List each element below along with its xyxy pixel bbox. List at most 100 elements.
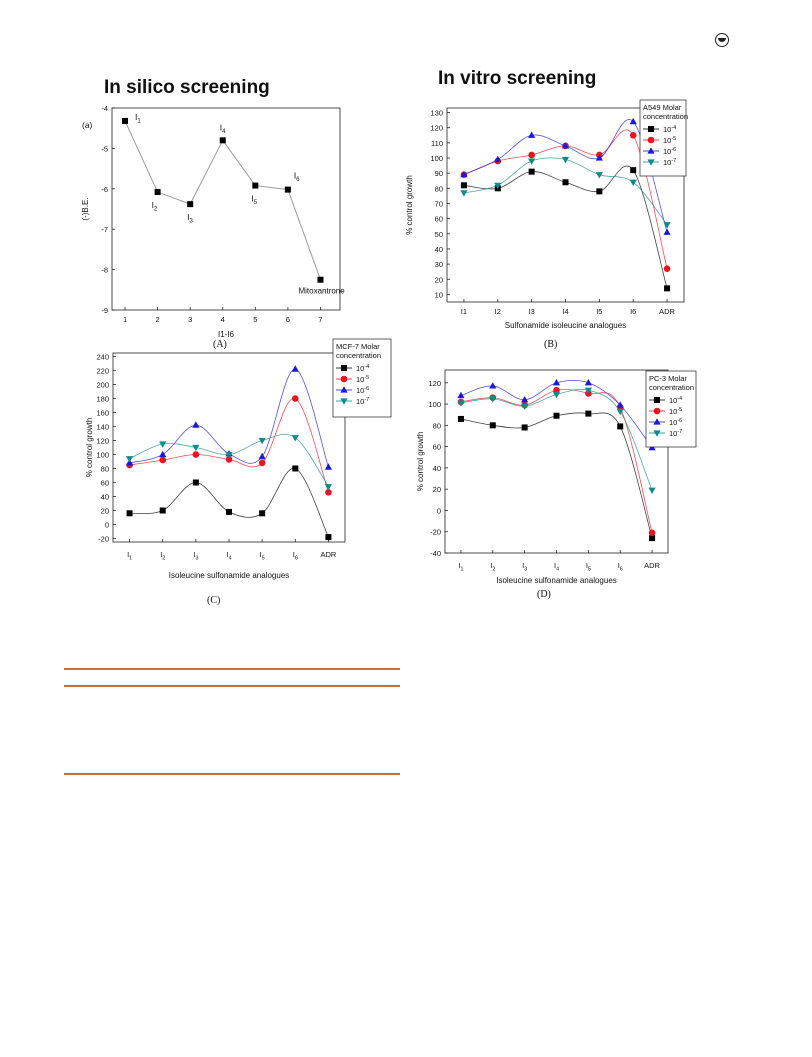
data-point-b xyxy=(528,151,535,159)
data-point-b xyxy=(663,222,671,229)
y-tick-label-c: 100 xyxy=(96,451,109,460)
data-point-c xyxy=(192,444,200,452)
y-tick-label-a: -9 xyxy=(101,306,108,315)
caption-d: (D) xyxy=(537,589,551,600)
data-point-c xyxy=(291,395,299,402)
data-point-d xyxy=(489,382,497,389)
y-tick-label-d: 20 xyxy=(433,485,441,494)
data-point-b xyxy=(494,155,502,163)
x-tick-label-b: I3 xyxy=(529,307,535,316)
y-tick-label-c: 200 xyxy=(96,381,109,390)
legend-swatch-marker-c xyxy=(340,386,348,393)
x-tick-label-c: I1 xyxy=(127,550,132,561)
point-label-a: I2 xyxy=(152,200,158,213)
series-line-c xyxy=(129,398,329,493)
y-axis-title-d: % control growth xyxy=(416,432,425,492)
legend-label-b: 10-7 xyxy=(663,158,676,167)
series-line-a xyxy=(124,120,321,280)
data-point-b xyxy=(460,182,467,189)
x-tick-label-d: I5 xyxy=(586,561,591,572)
data-point-d xyxy=(457,391,465,399)
data-point-d xyxy=(553,386,560,394)
data-point-d xyxy=(521,424,528,431)
legend-swatch-marker-b xyxy=(648,126,654,132)
y-tick-label-a: -6 xyxy=(101,185,108,194)
data-point-b xyxy=(528,131,536,138)
x-tick-label-a: 2 xyxy=(156,315,160,324)
data-point-b xyxy=(562,179,569,186)
data-point-c xyxy=(159,507,166,514)
data-point-c xyxy=(259,510,266,517)
data-point-c xyxy=(258,437,266,445)
data-point-b xyxy=(561,142,570,149)
y-tick-label-c: 240 xyxy=(96,353,109,362)
data-point-b xyxy=(663,228,671,235)
divider-rule xyxy=(64,685,400,687)
point-label-a: I3 xyxy=(187,212,193,225)
series-line-d xyxy=(460,412,653,539)
data-point-b xyxy=(595,172,603,179)
data-point-a xyxy=(154,189,161,196)
y-tick-label-b: 10 xyxy=(435,290,443,299)
x-tick-label-b: I4 xyxy=(562,307,568,316)
x-tick-label-c: I2 xyxy=(160,550,165,561)
data-point-c xyxy=(292,465,299,472)
caption-a: (A) xyxy=(213,339,227,350)
y-tick-label-b: 70 xyxy=(435,199,443,208)
y-tick-label-d: 100 xyxy=(428,400,441,409)
data-point-d xyxy=(553,412,560,419)
legend-title-b: A549 Molar xyxy=(643,103,682,112)
y-tick-label-a: -8 xyxy=(101,266,108,275)
legend-swatch-marker-c xyxy=(340,375,348,383)
x-tick-label-d: ADR xyxy=(644,561,660,570)
data-point-d xyxy=(585,410,592,417)
x-axis-title-d: Isoleucine sulfonamide analogues xyxy=(496,576,617,585)
data-point-d xyxy=(552,378,561,386)
y-tick-label-d: 0 xyxy=(437,506,441,515)
data-point-d xyxy=(521,395,529,403)
point-label-a: I6 xyxy=(294,171,300,184)
x-axis-title-a: I1-I6 xyxy=(218,330,235,339)
legend-swatch-marker-c xyxy=(341,365,347,371)
data-point-b xyxy=(460,170,468,178)
data-point-c xyxy=(258,459,266,467)
x-tick-label-c: I3 xyxy=(193,550,198,561)
y-axis-title-c: % control growth xyxy=(85,418,94,478)
y-tick-label-c: 220 xyxy=(96,367,109,376)
series-line-b xyxy=(463,157,668,225)
data-point-c xyxy=(225,456,233,463)
legend-label-c: 10-4 xyxy=(356,364,369,373)
y-tick-label-b: 130 xyxy=(430,109,443,118)
data-point-d xyxy=(584,378,592,386)
y-tick-label-b: 90 xyxy=(435,169,443,178)
data-point-c xyxy=(258,452,266,460)
legend-swatch-marker-c xyxy=(340,398,348,405)
y-tick-label-c: 80 xyxy=(101,465,109,474)
point-label-a: I5 xyxy=(251,194,257,207)
legend-title-d: concentration xyxy=(649,383,694,392)
legend-swatch-marker-d xyxy=(653,418,661,425)
legend-title-c: concentration xyxy=(336,351,381,360)
series-line-d xyxy=(460,388,653,491)
x-tick-label-d: I6 xyxy=(618,561,623,572)
legend-swatch-marker-d xyxy=(653,430,661,437)
y-tick-label-d: 120 xyxy=(428,379,441,388)
y-tick-label-b: 80 xyxy=(435,184,443,193)
data-point-c xyxy=(324,463,333,470)
data-point-d xyxy=(648,529,656,537)
journal-logo-icon xyxy=(715,33,729,47)
data-point-c xyxy=(325,534,332,541)
data-point-c xyxy=(192,421,200,428)
legend-label-c: 10-5 xyxy=(356,375,369,384)
x-tick-label-d: I4 xyxy=(554,561,559,572)
series-line-b xyxy=(463,129,668,269)
y-tick-label-d: -40 xyxy=(430,549,441,558)
legend-swatch-marker-b xyxy=(647,159,655,166)
x-axis-title-c: Isoleucine sulfonamide analogues xyxy=(169,571,290,580)
data-point-d xyxy=(489,396,497,403)
data-point-c xyxy=(324,484,333,491)
x-tick-label-a: 6 xyxy=(286,315,290,324)
data-point-d xyxy=(457,415,464,422)
x-tick-label-b: I6 xyxy=(630,307,636,316)
